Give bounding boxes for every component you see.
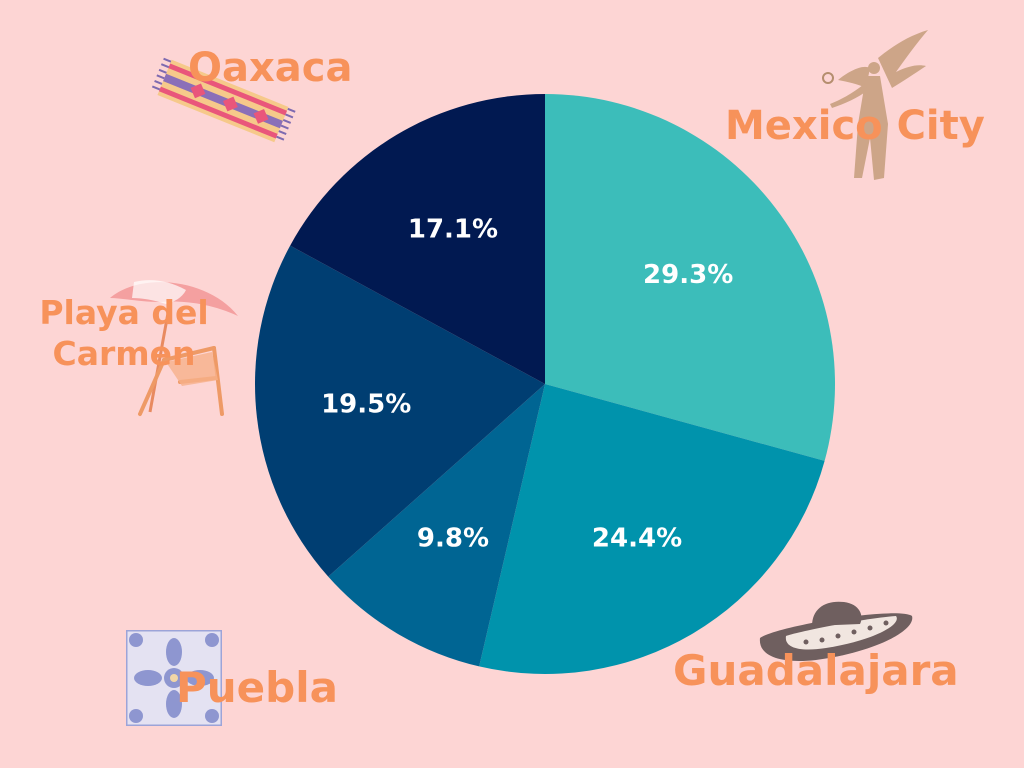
pie-slice-playa-del-carmen xyxy=(255,245,546,577)
category-label-puebla: Puebla xyxy=(176,663,338,712)
talavera-tile-icon xyxy=(126,630,222,726)
data-label-puebla: 9.8% xyxy=(417,524,489,554)
pie-slice-guadalajara xyxy=(479,384,825,674)
data-label-oaxaca: 17.1% xyxy=(408,214,498,244)
data-label-playa-del-carmen: 19.5% xyxy=(321,390,411,420)
beach-umbrella-chair-icon xyxy=(110,280,238,416)
angel-statue-icon xyxy=(822,30,928,180)
data-label-guadalajara: 24.4% xyxy=(592,524,682,554)
data-label-mexico-city: 29.3% xyxy=(643,260,733,290)
pie-slice-puebla xyxy=(328,384,545,667)
category-label-guadalajara: Guadalajara xyxy=(673,646,959,695)
category-label-mexico-city: Mexico City xyxy=(725,103,985,149)
pie-slice-oaxaca xyxy=(290,94,545,384)
sombrero-icon xyxy=(759,601,913,662)
pie-slice-mexico-city xyxy=(545,94,835,461)
category-label-playa-del-carmen: Playa del Carmen xyxy=(39,293,209,374)
woven-rug-icon xyxy=(151,57,296,143)
category-label-oaxaca: Oaxaca xyxy=(188,45,353,91)
